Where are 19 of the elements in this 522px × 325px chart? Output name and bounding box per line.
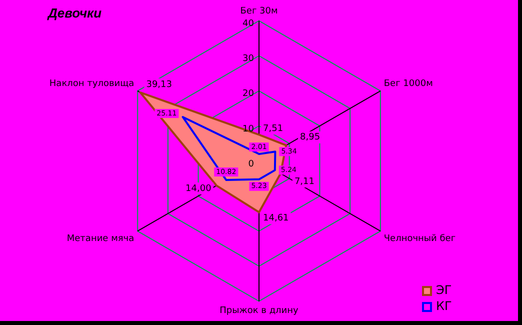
data-label: 39,13 (146, 80, 172, 90)
spoke-label: Наклон туловища (49, 78, 134, 89)
spoke-label: Бег 1000м (384, 78, 433, 89)
data-label: 14,00 (186, 184, 212, 194)
data-label: 7,11 (294, 176, 314, 187)
spoke-label: Метание мяча (66, 234, 134, 244)
chart-title: Девочки (47, 6, 102, 21)
spoke-label: Бег 30м (240, 6, 278, 17)
spoke-label: Челночный бег (384, 234, 456, 244)
y-tick-label: 20 (242, 89, 254, 100)
y-tick-label: 40 (242, 19, 254, 30)
data-label: 7,51 (263, 124, 284, 134)
spoke-label: Прыжок в длину (220, 306, 300, 316)
data-label: 8,95 (300, 132, 320, 143)
legend-label: КГ (436, 299, 452, 314)
y-tick-label: 0 (248, 159, 254, 170)
data-label: 14,61 (263, 214, 289, 224)
y-tick-label: 30 (242, 54, 254, 64)
legend-label: ЭГ (436, 283, 452, 298)
